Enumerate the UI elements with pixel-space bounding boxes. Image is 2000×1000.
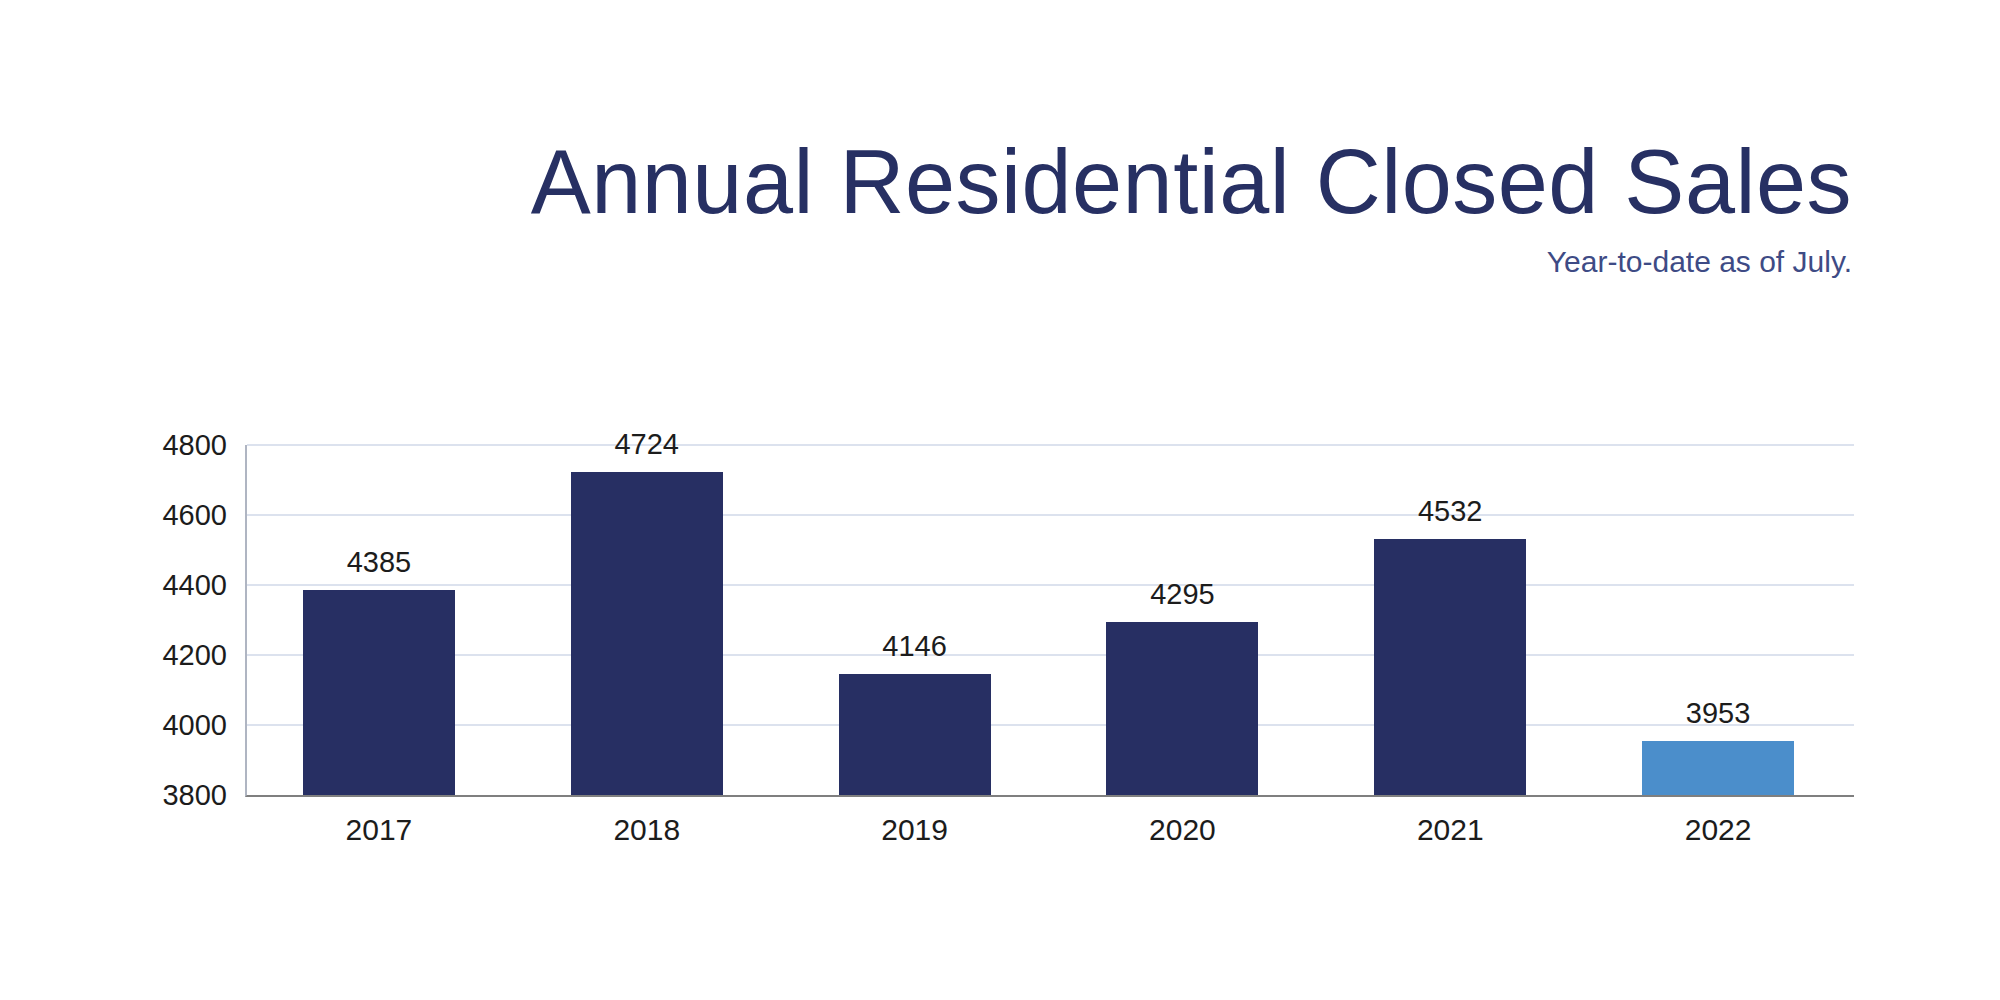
bar-value-label: 4532 bbox=[1365, 493, 1535, 529]
bar-chart: 3800 4000 4200 4400 4600 4800 4385 2017 4724 2018… bbox=[0, 0, 2000, 1000]
bar-value-label: 4295 bbox=[1097, 576, 1267, 612]
x-tick-label: 2019 bbox=[815, 812, 1015, 848]
bar-2022 bbox=[1642, 741, 1794, 795]
bar-2020 bbox=[1106, 622, 1258, 795]
bar-2019 bbox=[839, 674, 991, 795]
y-tick-label: 3800 bbox=[87, 777, 227, 813]
bar-2017 bbox=[303, 590, 455, 795]
x-tick-label: 2018 bbox=[547, 812, 747, 848]
bar-2018 bbox=[571, 472, 723, 795]
y-tick-label: 4600 bbox=[87, 497, 227, 533]
gridline bbox=[247, 584, 1854, 586]
gridline bbox=[247, 654, 1854, 656]
gridline bbox=[247, 444, 1854, 446]
plot-area bbox=[245, 445, 1854, 797]
bar-2021 bbox=[1374, 539, 1526, 795]
y-tick-label: 4800 bbox=[87, 427, 227, 463]
gridline bbox=[247, 514, 1854, 516]
bar-value-label: 4385 bbox=[294, 544, 464, 580]
y-tick-label: 4000 bbox=[87, 707, 227, 743]
gridline bbox=[247, 724, 1854, 726]
bar-value-label: 3953 bbox=[1633, 695, 1803, 731]
bar-value-label: 4146 bbox=[830, 628, 1000, 664]
x-tick-label: 2022 bbox=[1618, 812, 1818, 848]
x-tick-label: 2021 bbox=[1350, 812, 1550, 848]
bar-value-label: 4724 bbox=[562, 426, 732, 462]
x-tick-label: 2017 bbox=[279, 812, 479, 848]
x-tick-label: 2020 bbox=[1082, 812, 1282, 848]
y-tick-label: 4200 bbox=[87, 637, 227, 673]
y-tick-label: 4400 bbox=[87, 567, 227, 603]
slide-canvas: Annual Residential Closed Sales Year-to-… bbox=[0, 0, 2000, 1000]
